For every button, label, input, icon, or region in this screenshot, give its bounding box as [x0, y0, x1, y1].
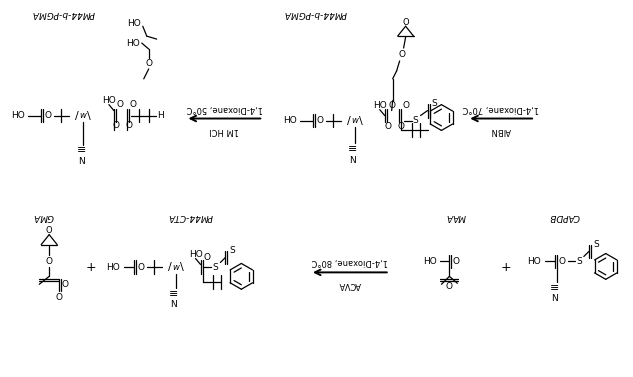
Text: O: O [403, 18, 409, 27]
Text: H: H [158, 111, 164, 120]
Text: N: N [170, 300, 177, 309]
Text: CAPDB: CAPDB [549, 212, 579, 221]
Text: N: N [551, 294, 558, 303]
Text: O: O [398, 51, 405, 60]
Text: S: S [413, 116, 418, 125]
Text: N: N [78, 157, 84, 166]
Text: O: O [61, 280, 68, 289]
Text: O: O [56, 293, 63, 302]
Text: O: O [446, 282, 453, 291]
Text: HO: HO [373, 101, 387, 110]
Text: PM44-CTA: PM44-CTA [168, 212, 213, 221]
Text: GMA: GMA [33, 212, 54, 221]
Text: 1,4-Dioxane, 50°C: 1,4-Dioxane, 50°C [186, 104, 263, 113]
Text: O: O [145, 60, 153, 68]
Text: S: S [576, 257, 582, 266]
Text: ACVA: ACVA [339, 280, 361, 289]
Text: N: N [349, 156, 356, 165]
Text: HO: HO [126, 38, 140, 48]
Text: O: O [558, 257, 565, 266]
Text: O: O [453, 257, 460, 266]
Text: O: O [125, 121, 132, 130]
Text: HO: HO [423, 257, 436, 266]
Text: 1M HCl: 1M HCl [210, 126, 239, 135]
Text: w: w [351, 116, 358, 125]
Text: +: + [501, 261, 511, 274]
Text: ≡: ≡ [77, 145, 85, 155]
Text: HO: HO [283, 116, 297, 125]
Text: S: S [230, 246, 235, 255]
Text: HO: HO [527, 257, 541, 266]
Text: PM44-b-PGMA: PM44-b-PGMA [284, 9, 347, 18]
Text: O: O [204, 253, 211, 262]
Text: ≡: ≡ [550, 283, 560, 293]
Text: 1,4-Dioxane, 80°C: 1,4-Dioxane, 80°C [311, 257, 388, 266]
Text: S: S [432, 99, 437, 108]
Text: AIBN: AIBN [491, 126, 511, 135]
Text: w: w [80, 111, 87, 120]
Text: HO: HO [11, 111, 25, 120]
Text: HO: HO [189, 250, 203, 259]
Text: O: O [316, 116, 323, 125]
Text: O: O [397, 122, 404, 131]
Text: ≡: ≡ [348, 144, 358, 154]
Text: \: \ [87, 110, 91, 121]
Text: O: O [116, 100, 123, 109]
Text: /: / [75, 110, 79, 121]
Text: O: O [137, 263, 144, 272]
Text: HO: HO [102, 96, 116, 105]
Text: /: / [347, 115, 351, 126]
Text: S: S [593, 240, 599, 249]
Text: w: w [172, 263, 179, 272]
Text: MAA: MAA [446, 212, 465, 221]
Text: O: O [402, 101, 409, 110]
Text: HO: HO [106, 263, 120, 272]
Text: O: O [46, 226, 53, 235]
Text: O: O [113, 121, 120, 130]
Text: \: \ [359, 115, 363, 126]
Text: O: O [45, 111, 52, 120]
Text: O: O [129, 100, 136, 109]
Text: S: S [213, 263, 218, 272]
Text: /: / [168, 262, 172, 273]
Text: HO: HO [127, 19, 141, 28]
Text: ≡: ≡ [169, 289, 179, 299]
Text: PM44-b-PGMA: PM44-b-PGMA [32, 9, 95, 18]
Text: 1,4-Dioxane, 70°C: 1,4-Dioxane, 70°C [463, 104, 539, 113]
Text: +: + [85, 261, 96, 274]
Text: \: \ [180, 262, 184, 273]
Text: O: O [388, 101, 395, 110]
Text: O: O [384, 122, 391, 131]
Text: O: O [46, 257, 53, 266]
